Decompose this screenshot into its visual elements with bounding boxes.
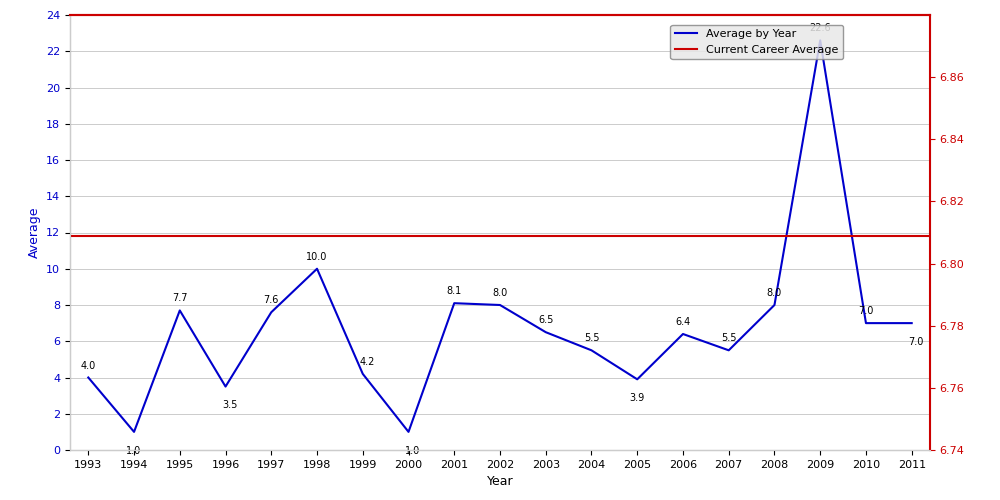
Average by Year bbox=[448, 300, 460, 306]
Text: 7.0: 7.0 bbox=[908, 337, 924, 347]
Text: 6.4: 6.4 bbox=[675, 317, 691, 327]
Average by Year bbox=[311, 266, 323, 272]
Average by Year bbox=[631, 376, 643, 382]
Text: 8.0: 8.0 bbox=[492, 288, 508, 298]
Average by Year bbox=[403, 429, 415, 435]
Text: 8.0: 8.0 bbox=[767, 288, 782, 298]
Text: 1.0: 1.0 bbox=[405, 446, 420, 456]
Average by Year bbox=[723, 348, 735, 354]
Text: 7.6: 7.6 bbox=[264, 296, 279, 306]
Line: Average by Year: Average by Year bbox=[88, 40, 912, 432]
Text: 22.6: 22.6 bbox=[809, 24, 831, 34]
Text: 4.2: 4.2 bbox=[359, 357, 375, 367]
Average by Year bbox=[174, 308, 186, 314]
Text: 4.0: 4.0 bbox=[81, 360, 96, 370]
Average by Year bbox=[357, 371, 369, 377]
Average by Year bbox=[82, 374, 94, 380]
Text: 8.1: 8.1 bbox=[447, 286, 462, 296]
Average by Year bbox=[860, 320, 872, 326]
Average by Year bbox=[265, 309, 277, 316]
Text: 3.9: 3.9 bbox=[630, 393, 645, 403]
Average by Year bbox=[128, 429, 140, 435]
Average by Year bbox=[814, 38, 826, 44]
Text: 7.7: 7.7 bbox=[172, 294, 188, 304]
Average by Year bbox=[906, 320, 918, 326]
Text: 3.5: 3.5 bbox=[222, 400, 237, 410]
Average by Year bbox=[540, 329, 552, 335]
Average by Year bbox=[220, 384, 232, 390]
Average by Year bbox=[494, 302, 506, 308]
Text: 1.0: 1.0 bbox=[126, 446, 142, 456]
Legend: Average by Year, Current Career Average: Average by Year, Current Career Average bbox=[670, 25, 843, 59]
Average by Year bbox=[768, 302, 780, 308]
Text: 6.5: 6.5 bbox=[538, 315, 553, 325]
Y-axis label: Average: Average bbox=[27, 207, 40, 258]
Text: 5.5: 5.5 bbox=[721, 334, 736, 344]
Average by Year bbox=[677, 331, 689, 337]
Text: 10.0: 10.0 bbox=[306, 252, 328, 262]
X-axis label: Year: Year bbox=[487, 476, 513, 488]
Average by Year bbox=[585, 348, 597, 354]
Text: 5.5: 5.5 bbox=[584, 334, 599, 344]
Text: 7.0: 7.0 bbox=[858, 306, 874, 316]
